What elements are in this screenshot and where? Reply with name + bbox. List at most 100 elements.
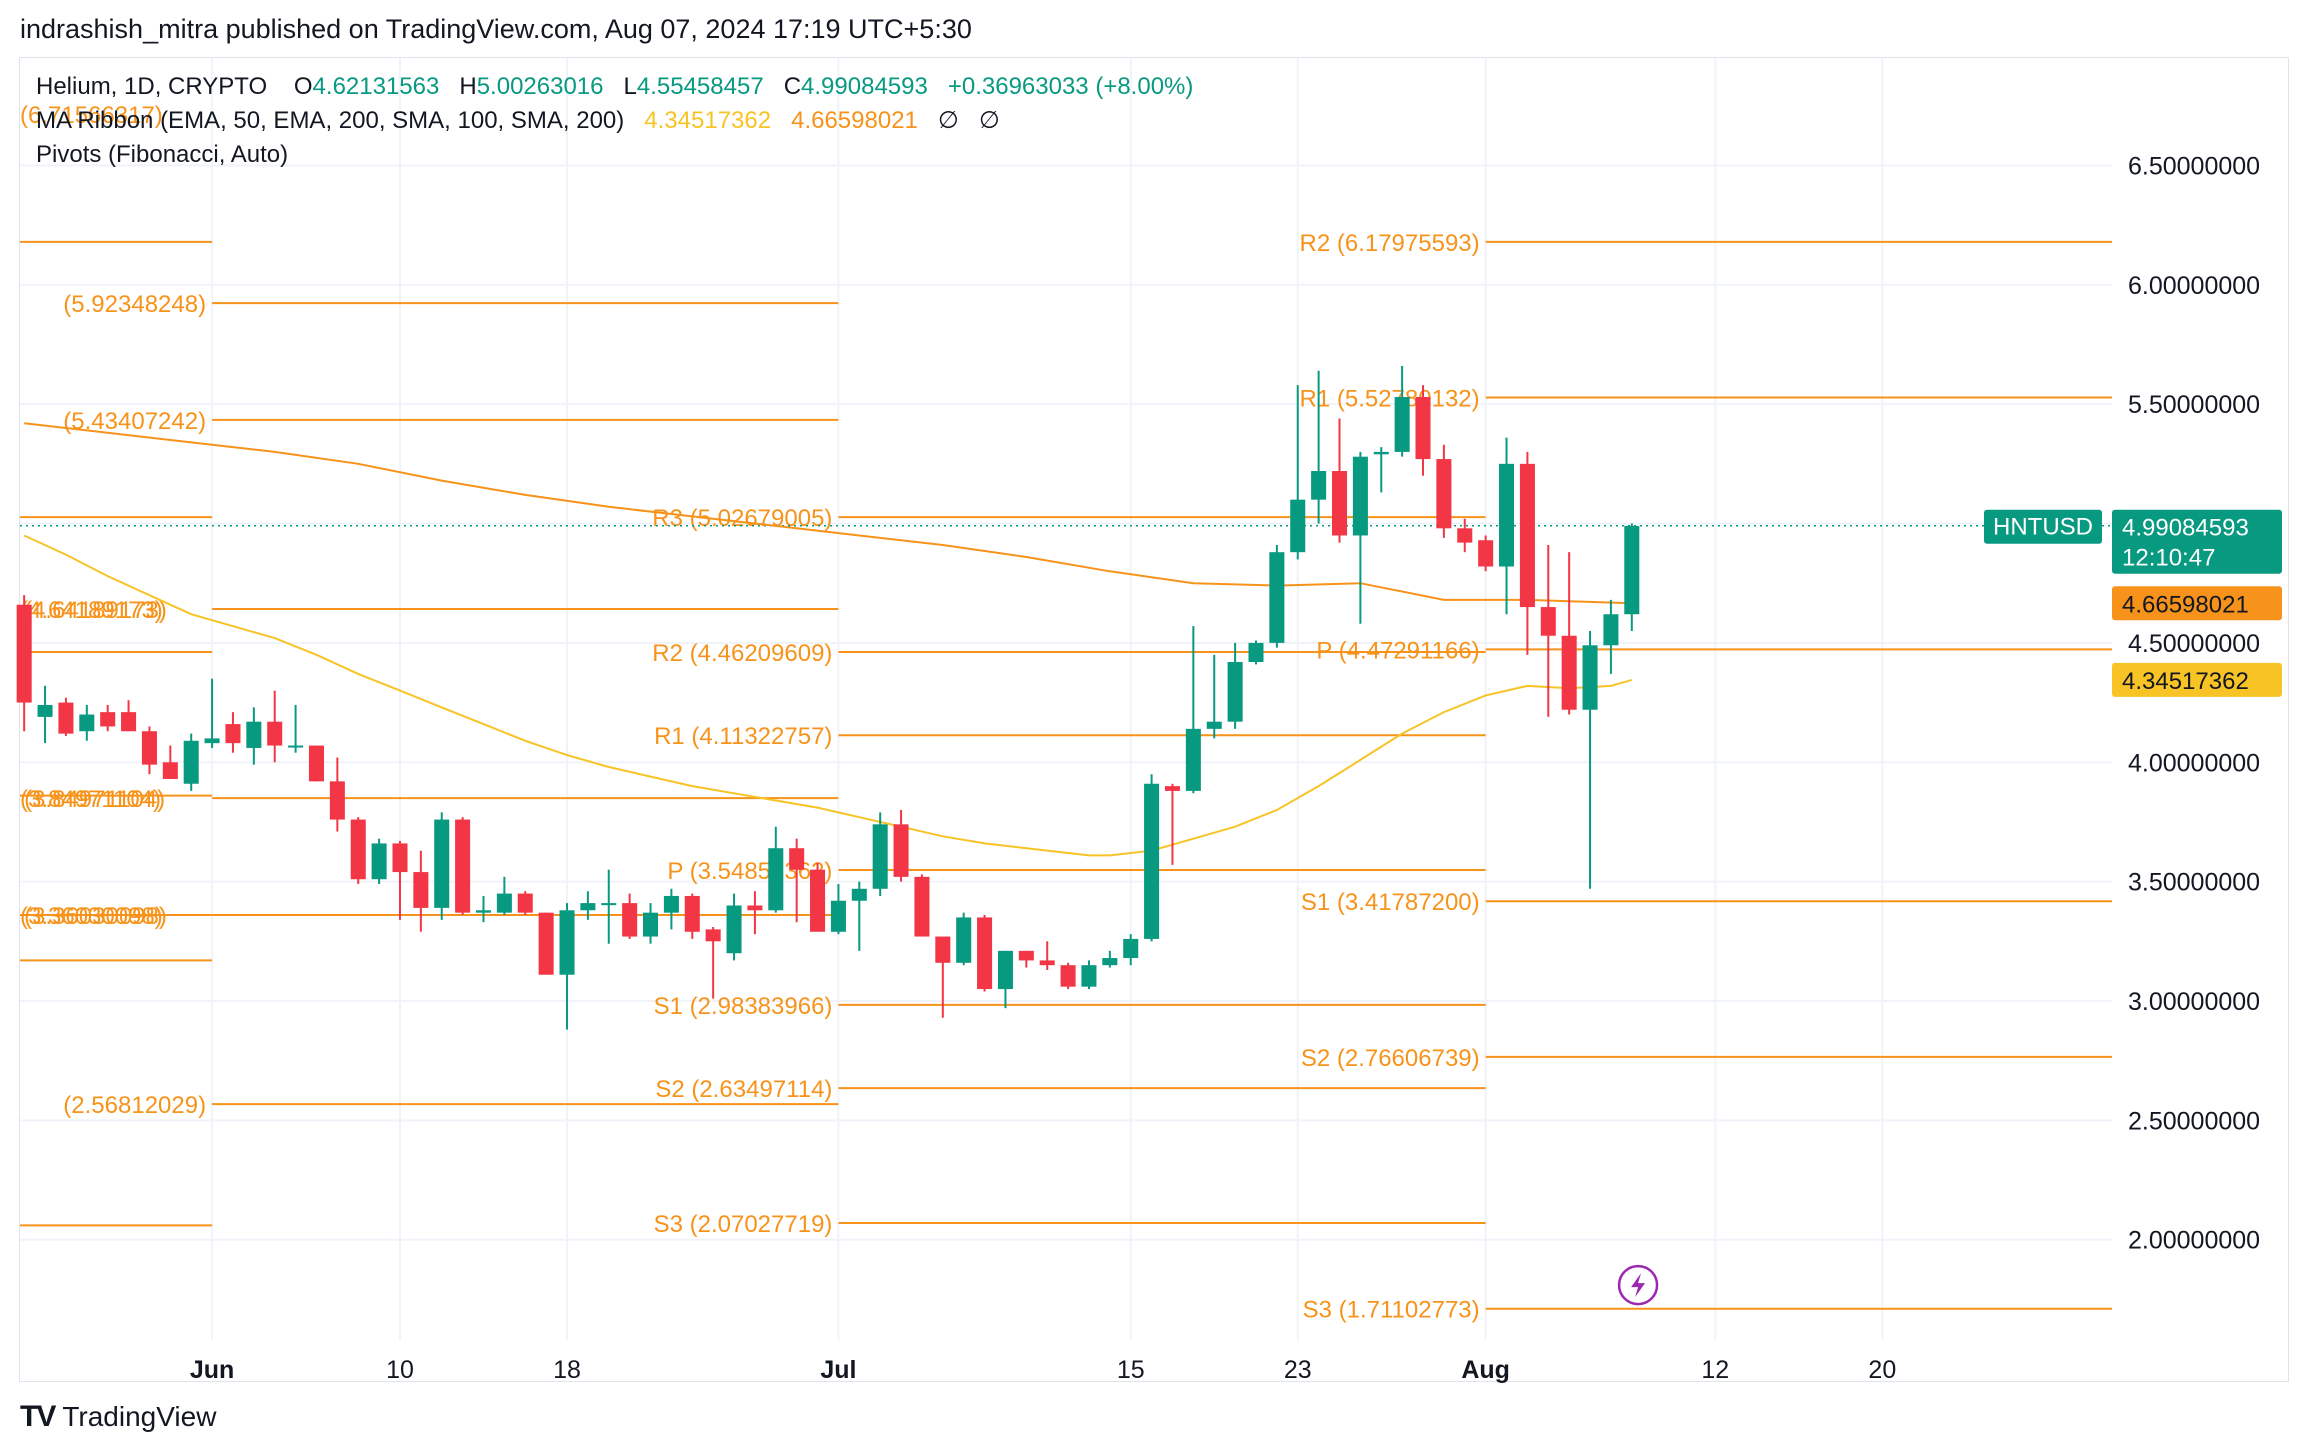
- candle: [580, 891, 596, 920]
- candle-body: [413, 872, 429, 908]
- candle-body: [1519, 463, 1535, 608]
- candle-body: [308, 745, 324, 782]
- candle-body: [1331, 471, 1348, 536]
- y-axis-tick-label: 6.50000000: [2128, 152, 2260, 180]
- candle: [16, 595, 32, 732]
- chart-frame: [19, 57, 2289, 1382]
- ma-price-badge: [2112, 662, 2282, 697]
- candle: [768, 826, 784, 913]
- candle: [1206, 654, 1222, 739]
- y-axis-tick-label: 4.00000000: [2128, 749, 2260, 777]
- legend-high-label: H: [459, 73, 477, 100]
- pivot-label: S2 (2.76606739): [1301, 1045, 1480, 1072]
- candle-body: [288, 745, 304, 748]
- candle-body: [1039, 960, 1055, 966]
- y-axis-tick-label: 3.50000000: [2128, 869, 2260, 897]
- candle-body: [225, 724, 241, 744]
- candle-body: [559, 910, 575, 975]
- last-price-tag: HNTUSD 4.99084593 12:10:47: [1984, 509, 2282, 574]
- brand-name: TradingView: [62, 1401, 217, 1432]
- candle: [1436, 444, 1452, 538]
- candle-body: [100, 712, 116, 727]
- pivot-label: S3 (2.07027719): [654, 1211, 833, 1238]
- candle-body: [747, 905, 763, 911]
- pivot-label: S1 (3.41787200): [1301, 889, 1480, 916]
- candle-body: [643, 912, 659, 937]
- candle-body: [1060, 965, 1076, 987]
- pivot-label: (3.84971104): [24, 786, 165, 813]
- candle-body: [1436, 459, 1452, 529]
- candle-body: [350, 819, 366, 880]
- candle-body: [58, 702, 74, 734]
- candle: [37, 685, 53, 744]
- candle: [810, 862, 826, 932]
- ma-price-value: 4.66598021: [2122, 591, 2249, 618]
- legend-open-value: 4.62131563: [312, 73, 440, 100]
- legend-ema200-value: 4.66598021: [791, 107, 918, 134]
- lightning-event-icon[interactable]: [1617, 1264, 1659, 1306]
- tradingview-brand[interactable]: TV TradingView: [20, 1400, 216, 1434]
- pivot-label: (2.56812029): [63, 1092, 206, 1119]
- candle: [977, 915, 993, 992]
- candle-body: [1227, 661, 1243, 722]
- candle-body: [1269, 552, 1285, 643]
- candle: [58, 697, 74, 737]
- ma-price-tag: 4.34517362: [2112, 662, 2282, 697]
- candle: [914, 874, 930, 937]
- candle-body: [246, 721, 262, 748]
- candle-body: [768, 848, 784, 911]
- candle-body: [1206, 721, 1222, 729]
- publisher-line: indrashish_mitra published on TradingVie…: [20, 14, 972, 44]
- legend-ma-label[interactable]: MA Ribbon (EMA, 50, EMA, 200, SMA, 100, …: [36, 107, 625, 134]
- ticker-label: HNTUSD: [1993, 514, 2093, 541]
- candle-body: [455, 819, 471, 913]
- candle: [601, 869, 617, 944]
- candle: [1352, 451, 1368, 624]
- legend-symbol-row[interactable]: Helium, 1D, CRYPTO O4.62131563 H5.002630…: [36, 70, 1193, 104]
- candle: [1102, 950, 1118, 968]
- legend-pivots-label[interactable]: Pivots (Fibonacci, Auto): [36, 141, 289, 168]
- x-axis-tick-label: 20: [1868, 1356, 1896, 1384]
- candle-body: [517, 893, 533, 913]
- candle: [308, 745, 324, 782]
- legend-close-label: C: [783, 73, 802, 100]
- legend-pivots-row[interactable]: Pivots (Fibonacci, Auto): [36, 138, 1193, 172]
- candle-body: [893, 824, 909, 877]
- ma-price-tag: 4.66598021: [2112, 586, 2282, 621]
- candle: [413, 850, 429, 932]
- candle: [79, 704, 95, 741]
- pivot-label: R2 (6.17975593): [1300, 230, 1480, 257]
- candle: [225, 712, 241, 753]
- candle-body: [141, 731, 157, 765]
- candle-body: [1603, 614, 1619, 646]
- legend-symbol[interactable]: Helium, 1D, CRYPTO: [36, 73, 268, 100]
- candle: [1331, 418, 1348, 543]
- candle: [851, 881, 867, 951]
- ma-price-badge: [2112, 586, 2282, 621]
- candle-body: [580, 903, 596, 911]
- countdown-timer: 12:10:47: [2122, 545, 2215, 572]
- candle-body: [37, 704, 53, 717]
- tradingview-logo-icon: TV: [20, 1400, 56, 1433]
- candle: [1164, 783, 1180, 865]
- legend-ma-row[interactable]: MA Ribbon (EMA, 50, EMA, 200, SMA, 100, …: [36, 104, 1193, 138]
- candle-body: [601, 903, 617, 906]
- candle-body: [1018, 950, 1034, 961]
- pivot-label: (5.92348248): [63, 291, 206, 318]
- legend-low-label: L: [623, 73, 637, 100]
- y-axis-tick-label: 3.00000000: [2128, 988, 2260, 1016]
- candle-body: [204, 738, 220, 744]
- candle-body: [371, 843, 387, 880]
- candle-body: [79, 714, 95, 732]
- candle: [392, 841, 408, 920]
- candle-body: [935, 936, 951, 963]
- price-badge: [2112, 509, 2282, 574]
- candle: [1582, 630, 1598, 889]
- candle: [496, 876, 512, 916]
- ema200-line: [24, 422, 1632, 605]
- candle: [455, 817, 471, 916]
- pivot-label: (3.84971104): [20, 786, 161, 813]
- y-axis: 6.50000000 6.00000000 5.50000000 4.50000000…: [2128, 152, 2260, 1254]
- candle: [1144, 774, 1160, 942]
